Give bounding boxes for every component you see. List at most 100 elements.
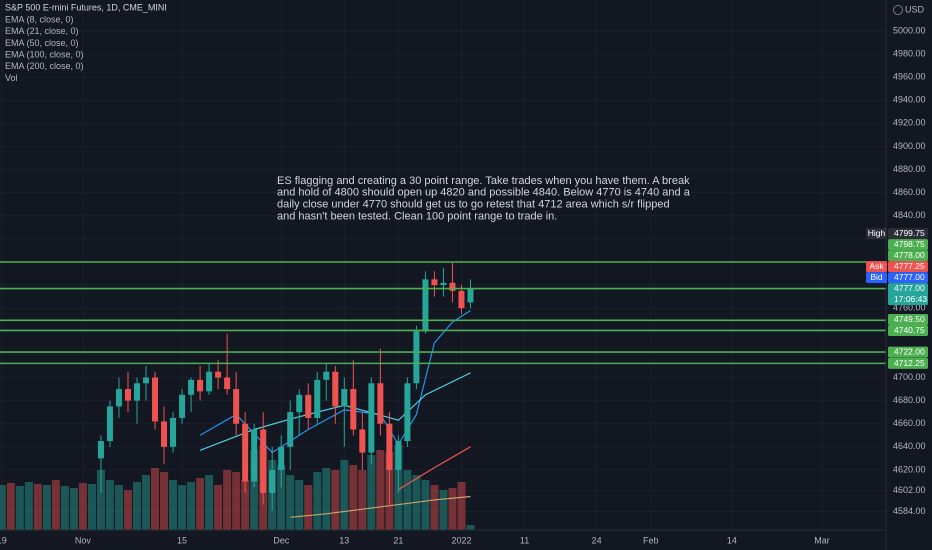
candle-body	[305, 394, 312, 418]
volume-bar	[15, 486, 24, 530]
y-tick-label: 4620.00	[893, 464, 926, 474]
candle-body	[431, 279, 438, 286]
volume-bar	[457, 482, 466, 530]
volume-bar	[322, 468, 331, 530]
currency-icon[interactable]	[893, 5, 903, 15]
tag-name: Bid	[870, 272, 883, 282]
volume-bar	[430, 485, 439, 530]
candle-body	[206, 371, 213, 392]
tag-name-box	[866, 228, 887, 240]
candle-body	[197, 379, 204, 392]
candle-body	[350, 389, 357, 430]
volume-bar	[214, 485, 223, 530]
volume-bar	[223, 470, 232, 530]
tag-name-box	[866, 272, 887, 284]
legend: S&P 500 E-mini Futures, 1D, CME_MINI EMA…	[5, 2, 167, 83]
x-tick-label: 19	[0, 535, 7, 545]
volume-bar	[60, 486, 69, 530]
x-tick-label: 11	[520, 535, 529, 545]
volume-bar	[151, 468, 160, 530]
volume-bar	[349, 465, 358, 530]
candle-body	[215, 371, 222, 378]
x-tick-label: Mar	[814, 535, 830, 545]
volume-bar	[123, 490, 132, 530]
x-tick-label: 14	[727, 535, 737, 545]
volume-bar	[439, 490, 448, 530]
volume-bar	[421, 480, 430, 530]
candle-body	[251, 429, 258, 482]
y-tick-label: 4640.00	[893, 441, 926, 451]
volume-bar	[114, 485, 123, 530]
price-tag-label: 4798.75	[894, 239, 925, 249]
price-tag-label: 4777.00	[894, 272, 925, 282]
price-tag	[888, 239, 928, 251]
volume-bar	[448, 488, 457, 530]
candle-body	[260, 429, 267, 494]
candle-body	[170, 417, 177, 447]
price-tag	[888, 272, 928, 284]
candle-body	[188, 379, 195, 395]
candle-body	[413, 331, 420, 384]
price-tag-label: 4749.50	[894, 314, 925, 324]
volume-bar	[466, 525, 475, 530]
volume-bar	[331, 470, 340, 530]
x-tick-label: 15	[177, 535, 187, 545]
currency[interactable]: USD	[905, 4, 925, 14]
candle-body	[287, 412, 294, 447]
volume-bar	[295, 480, 304, 530]
candle-body	[224, 377, 231, 390]
y-tick-label: 5000.00	[893, 25, 926, 35]
price-tag-label: 4777.00	[894, 283, 925, 293]
y-tick-label: 4960.00	[893, 72, 926, 82]
volume-bar	[160, 472, 169, 530]
price-tag	[888, 346, 928, 358]
price-tag	[888, 283, 928, 306]
volume-bar	[367, 455, 376, 530]
legend-entry: EMA (21, close, 0)	[5, 26, 79, 36]
volume-bar	[313, 472, 322, 530]
candle-body	[242, 423, 249, 482]
volume-bar	[232, 472, 241, 530]
ema-line	[290, 495, 471, 518]
grid	[0, 0, 886, 530]
volume-bar	[241, 480, 250, 530]
price-tag	[888, 313, 928, 325]
volume-bar	[169, 480, 178, 530]
volume-bar	[178, 485, 187, 530]
legend-entry: EMA (100, close, 0)	[5, 49, 84, 59]
price-tag-label: 4740.75	[894, 325, 925, 335]
volume-bar	[205, 475, 214, 530]
price-tag-label: 4712.25	[894, 358, 925, 368]
volume-bar	[69, 488, 78, 530]
candle-body	[152, 377, 159, 422]
y-tick-label: 4980.00	[893, 48, 926, 58]
annotation-line: daily close under 4770 should get us to …	[277, 199, 670, 211]
volume-bar	[105, 480, 114, 530]
x-tick-label: 13	[339, 535, 349, 545]
x-tick-label: 24	[592, 535, 602, 545]
legend-entry: EMA (200, close, 0)	[5, 61, 84, 71]
price-tag	[888, 250, 928, 262]
legend-entry: Vol	[5, 73, 18, 83]
y-tick-label: 4660.00	[893, 418, 926, 428]
price-tag	[888, 261, 928, 273]
volume-bar	[250, 450, 259, 530]
volume-bar	[358, 470, 367, 530]
legend-entry: EMA (8, close, 0)	[5, 14, 74, 24]
candle-body	[143, 377, 150, 384]
candle-body	[106, 406, 113, 442]
y-tick-label: 4920.00	[893, 118, 926, 128]
volume-bar	[277, 465, 286, 530]
y-tick-label: 4840.00	[893, 210, 926, 220]
candle-body	[422, 279, 429, 332]
y-tick-label: 4860.00	[893, 187, 926, 197]
candle-body	[341, 389, 348, 407]
volume-bar	[42, 485, 51, 530]
tag-name: High	[868, 228, 886, 238]
volume-bar	[87, 484, 96, 530]
price-tag-label: 4777.25	[894, 261, 925, 271]
candle-body	[359, 429, 366, 453]
